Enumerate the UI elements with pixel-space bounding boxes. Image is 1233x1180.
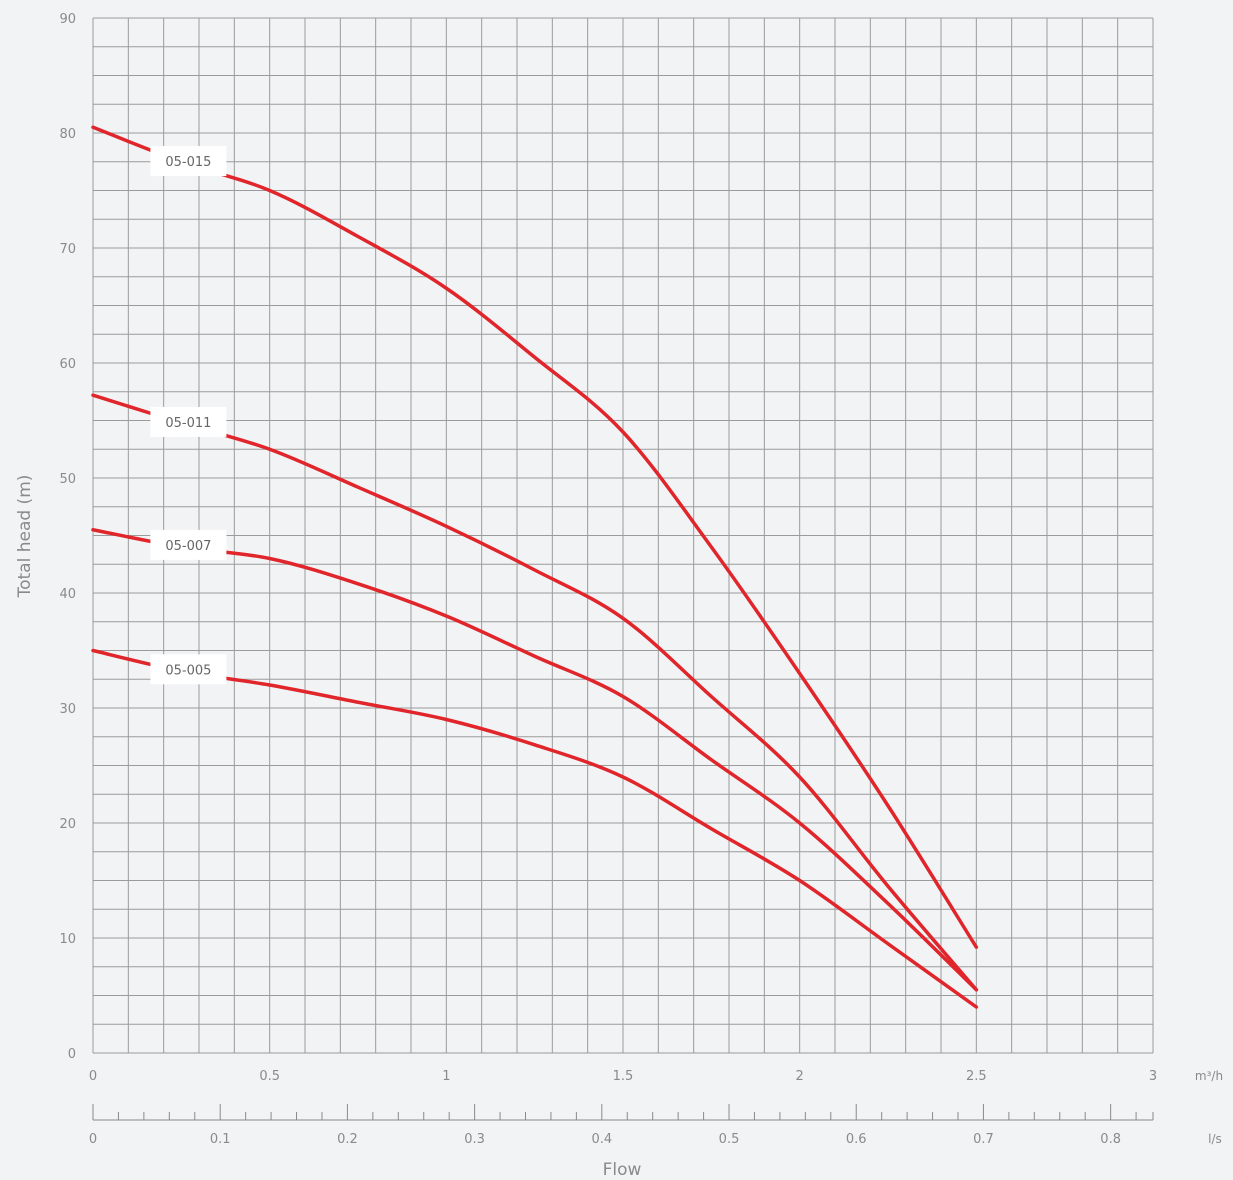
y-tick-label: 0: [68, 1047, 76, 1062]
y-tick-label: 90: [59, 12, 76, 27]
series-line-05-005: [91, 648, 979, 1009]
series-label-box: [150, 146, 227, 177]
x-tick-label: 1: [442, 1069, 450, 1084]
y-tick-label: 60: [59, 357, 76, 372]
secondary-x-tick-label: 0.2: [337, 1132, 358, 1147]
secondary-x-tick-label: 0.4: [591, 1132, 612, 1147]
series-line-05-011: [91, 393, 979, 992]
x-tick-label: 1.5: [613, 1069, 634, 1084]
y-tick-label: 40: [59, 587, 76, 602]
series-label-box: [150, 529, 227, 560]
y-axis-title: Total head (m): [15, 475, 35, 599]
x-tick-label: 2: [796, 1069, 804, 1084]
y-tick-label: 50: [59, 472, 76, 487]
y-axis-ticks: 0 10 20 30 40 50 60 70 80 90: [59, 12, 76, 1062]
secondary-x-tick-label: 0.1: [210, 1132, 231, 1147]
y-tick-label: 10: [59, 932, 76, 947]
x-axis-unit: m³/h: [1195, 1069, 1223, 1083]
y-tick-label: 20: [59, 817, 76, 832]
secondary-x-tick-label: 0.6: [846, 1132, 867, 1147]
secondary-x-tick-label: 0.3: [464, 1132, 485, 1147]
x-tick-label: 0.5: [259, 1069, 280, 1084]
grid: [92, 17, 1154, 1054]
x-tick-label: 0: [89, 1069, 97, 1084]
series-lines: [91, 125, 979, 1009]
x-tick-label: 3: [1149, 1069, 1157, 1084]
x-axis-ticks: 0 0.5 1 1.5 2 2.5 3: [89, 1069, 1157, 1084]
series-label-box: [150, 406, 227, 437]
series-label-05-007: 05-007: [165, 539, 211, 554]
series-line-05-015: [91, 125, 979, 949]
secondary-x-tick-label: 0: [89, 1132, 97, 1147]
series-label-05-015: 05-015: [165, 155, 211, 170]
series-labels: 05-015 05-011 05-007 05-005: [150, 146, 227, 685]
secondary-x-tick-label: 0.7: [973, 1132, 994, 1147]
series-line-05-007: [91, 528, 979, 992]
series-label-box: [150, 654, 227, 685]
x-tick-label: 2.5: [966, 1069, 987, 1084]
series-label-05-011: 05-011: [165, 416, 211, 431]
y-tick-label: 80: [59, 127, 76, 142]
y-tick-label: 30: [59, 702, 76, 717]
series-label-05-005: 05-005: [165, 663, 211, 678]
y-tick-label: 70: [59, 242, 76, 257]
x-axis-title: Flow: [603, 1160, 642, 1180]
secondary-x-axis: 0 0.1 0.2 0.3 0.4 0.5 0.6 0.7 0.8: [89, 1104, 1154, 1147]
secondary-x-axis-unit: l/s: [1208, 1132, 1222, 1146]
secondary-x-tick-label: 0.8: [1100, 1132, 1121, 1147]
secondary-x-tick-label: 0.5: [719, 1132, 740, 1147]
